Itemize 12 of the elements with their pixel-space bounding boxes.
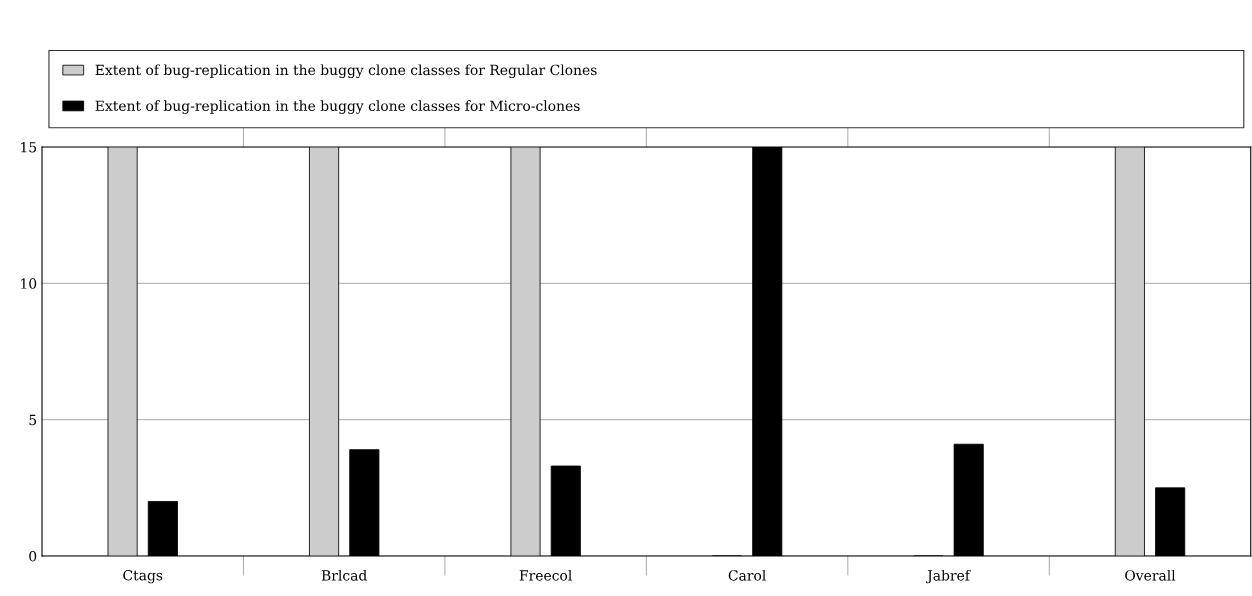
legend-label: Extent of bug-replication in the buggy clone classes for Micro-clones — [95, 100, 580, 114]
legend-label: Extent of bug-replication in the buggy clone classes for Regular Clones — [95, 64, 597, 79]
x-tick-label: Brlcad — [321, 569, 367, 581]
x-tick-label: Jabref — [926, 569, 971, 584]
x-tick-label: Carol — [728, 569, 766, 581]
y-tick-label: 15 — [21, 141, 37, 153]
x-tick-label: Overall — [1125, 569, 1176, 581]
y-tick-label: 0 — [29, 550, 37, 562]
y-tick-label: 10 — [21, 278, 37, 289]
x-tick-label: Ctags — [123, 569, 163, 584]
x-tick-label: Freecol — [519, 569, 572, 581]
y-tick-label: 5 — [29, 414, 37, 426]
